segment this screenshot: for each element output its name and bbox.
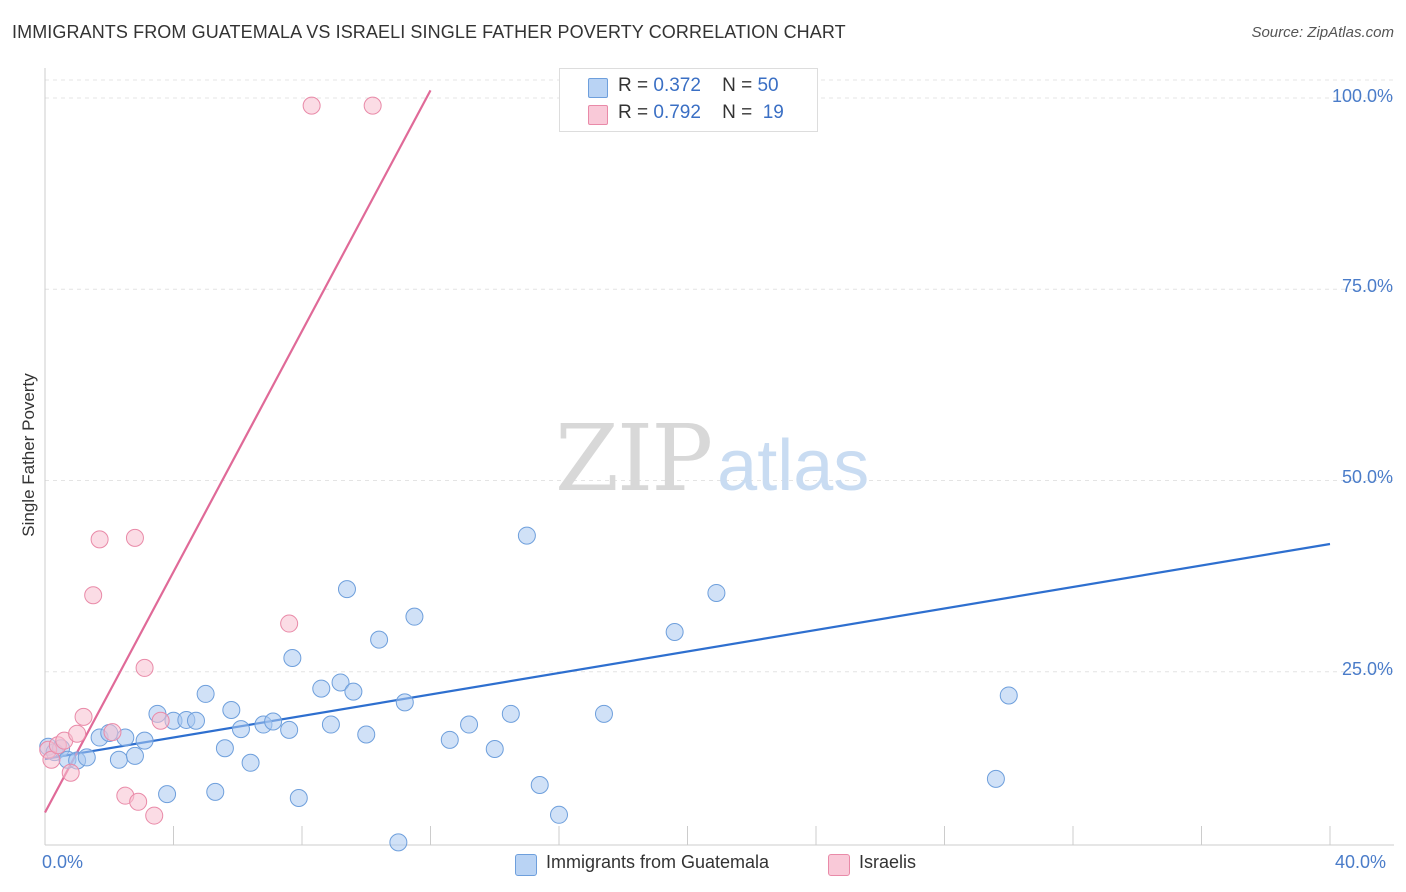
data-point-guatemala-39: [460, 715, 479, 734]
data-point-israelis-9: [103, 723, 122, 742]
data-point-israelis-7: [84, 586, 103, 605]
data-point-guatemala-43: [530, 775, 549, 794]
data-point-israelis-12: [129, 792, 148, 811]
data-point-guatemala-22: [241, 753, 260, 772]
chart-title: IMMIGRANTS FROM GUATEMALA VS ISRAELI SIN…: [12, 22, 846, 42]
legend-n-label: N =: [722, 75, 753, 96]
legend-box: R = 0.372 N = 50 R = 0.792 N = 19: [559, 68, 818, 132]
data-point-israelis-4: [61, 763, 80, 782]
data-point-guatemala-40: [485, 740, 504, 759]
data-point-guatemala-5: [77, 748, 96, 767]
data-point-guatemala-46: [665, 622, 684, 641]
data-point-israelis-6: [74, 707, 93, 726]
bottom-legend-label-israelis: Israelis: [859, 852, 917, 872]
axes: [44, 68, 1394, 846]
legend-n-label: N =: [722, 102, 753, 123]
data-point-guatemala-18: [206, 782, 225, 801]
data-point-guatemala-32: [344, 682, 363, 701]
legend-r-value-guatemala: 0.372: [653, 75, 701, 96]
data-point-israelis-16: [280, 614, 299, 633]
data-point-israelis-5: [68, 724, 87, 743]
data-point-guatemala-34: [370, 630, 389, 649]
data-point-guatemala-8: [109, 750, 128, 769]
watermark: ZIPatlas: [555, 405, 869, 512]
data-point-guatemala-20: [222, 701, 241, 719]
trend-line-israelis: [44, 89, 432, 814]
data-point-guatemala-11: [135, 731, 154, 750]
data-point-guatemala-25: [280, 720, 299, 739]
data-point-guatemala-16: [186, 711, 205, 730]
data-point-guatemala-19: [215, 739, 234, 758]
x-tick-label-max: 40.0%: [1335, 852, 1387, 872]
data-point-guatemala-17: [196, 684, 215, 703]
data-point-guatemala-42: [517, 526, 536, 545]
legend-swatch-guatemala: [588, 78, 608, 98]
data-point-israelis-8: [90, 530, 109, 549]
data-point-guatemala-29: [321, 715, 340, 734]
y-tick-label-75: 75.0%: [1341, 276, 1393, 296]
legend-n-value-israelis: 19: [762, 102, 784, 123]
data-point-guatemala-38: [440, 730, 459, 749]
data-point-guatemala-41: [501, 704, 520, 723]
y-tick-label-25: 25.0%: [1341, 659, 1393, 679]
watermark-zip: ZIP: [555, 405, 713, 512]
watermark-atlas: atlas: [717, 426, 870, 506]
data-point-guatemala-47: [707, 583, 726, 602]
data-point-israelis-13: [135, 658, 154, 677]
data-point-guatemala-26: [283, 648, 302, 667]
data-point-israelis-14: [145, 806, 164, 825]
data-points: [39, 96, 1018, 852]
data-point-israelis-17: [302, 96, 321, 115]
data-point-guatemala-48: [986, 769, 1005, 788]
legend-r-label: R =: [618, 102, 649, 123]
data-point-guatemala-33: [357, 725, 376, 744]
legend-r-value-israelis: 0.792: [653, 102, 701, 123]
data-point-guatemala-49: [999, 686, 1018, 705]
data-point-guatemala-45: [594, 704, 613, 723]
data-point-guatemala-10: [125, 746, 144, 765]
y-axis-label: Single Father Poverty: [19, 373, 38, 537]
gridlines: [45, 79, 1394, 673]
data-point-guatemala-31: [337, 580, 356, 599]
data-point-guatemala-24: [264, 712, 283, 731]
data-point-israelis-18: [363, 96, 382, 115]
data-point-guatemala-30: [331, 673, 350, 692]
data-point-guatemala-27: [289, 788, 308, 807]
source-label: Source: ZipAtlas.com: [1251, 24, 1394, 41]
data-point-guatemala-28: [312, 679, 331, 698]
y-tick-label-50: 50.0%: [1341, 467, 1393, 487]
legend-r-label: R =: [618, 75, 649, 96]
data-point-guatemala-21: [231, 720, 250, 739]
data-point-guatemala-36: [395, 693, 414, 712]
bottom-legend-swatch-guatemala: [515, 854, 537, 876]
x-tick-label-min: 0.0%: [42, 852, 84, 872]
bottom-legend-swatch-israelis: [828, 854, 850, 876]
y-tick-label-100: 100.0%: [1331, 86, 1393, 106]
legend-swatch-israelis: [588, 105, 608, 125]
data-point-guatemala-13: [158, 785, 177, 804]
data-point-israelis-11: [125, 528, 144, 547]
data-point-guatemala-44: [550, 805, 568, 824]
data-point-guatemala-37: [405, 607, 424, 626]
data-point-israelis-15: [151, 711, 170, 730]
legend-n-value-guatemala: 50: [757, 75, 779, 96]
bottom-legend-label-guatemala: Immigrants from Guatemala: [546, 852, 770, 872]
data-point-guatemala-35: [389, 833, 408, 852]
